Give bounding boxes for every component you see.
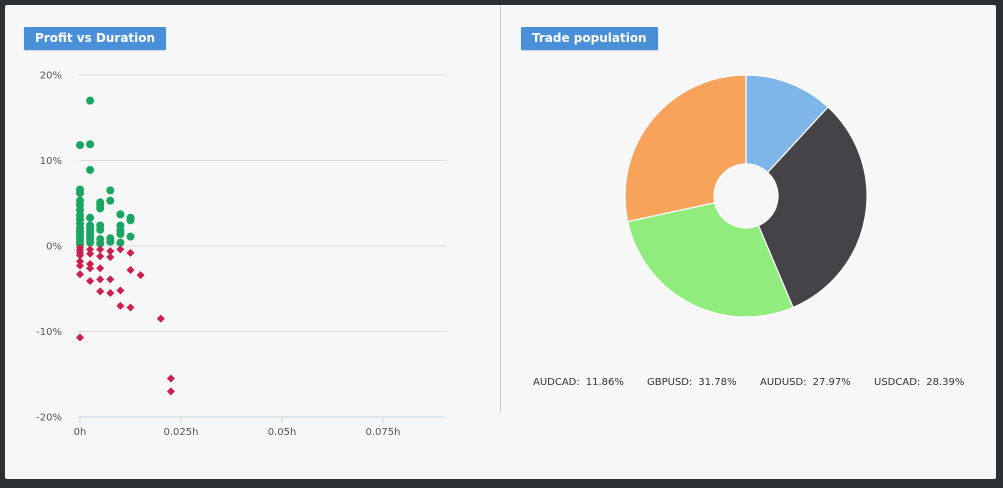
legend-item-audcad[interactable]: AUDCAD: 11.86% — [533, 377, 624, 388]
profit-point — [96, 225, 105, 234]
legend-item-gbpusd[interactable]: GBPUSD: 31.78% — [647, 377, 737, 388]
loss-point — [156, 314, 165, 323]
legend-label: AUDUSD: — [760, 377, 807, 388]
profit-point — [106, 186, 115, 195]
profit-point — [126, 232, 135, 241]
profit-point — [106, 196, 115, 205]
panel-divider — [500, 5, 501, 413]
profit-point — [86, 140, 95, 149]
pie-slice-audusd — [627, 202, 794, 318]
loss-point — [106, 275, 115, 284]
loss-point — [96, 264, 105, 273]
profit-point — [76, 188, 84, 197]
profit-duration-scatter-chart: 20% 10% 0% -10% -20% 0h 0.025h 0.05h 0.075h — [36, 71, 446, 438]
loss-point — [86, 249, 95, 258]
legend-label: GBPUSD: — [647, 377, 693, 388]
loss-point — [106, 289, 115, 298]
loss-point — [76, 251, 84, 260]
loss-point — [126, 303, 135, 312]
loss-point — [96, 245, 105, 254]
profit-point — [106, 237, 115, 246]
legend-label: USDCAD: — [874, 377, 921, 388]
pie-slice-gbpusd — [757, 106, 868, 309]
profit-point — [116, 230, 125, 239]
loss-point — [86, 245, 95, 254]
y-tick-label: 20% — [40, 71, 62, 82]
legend-item-audusd[interactable]: AUDUSD: 27.97% — [760, 377, 851, 388]
loss-point — [116, 301, 125, 310]
loss-point — [86, 259, 95, 268]
loss-point — [116, 286, 125, 295]
loss-point — [126, 248, 135, 257]
profit-point — [116, 238, 125, 247]
dashboard-frame: Profit vs Duration Trade population 20% 1… — [5, 5, 996, 479]
x-tick-label: 0h — [74, 427, 87, 438]
loss-point — [166, 374, 175, 383]
loss-point — [106, 253, 115, 262]
loss-point — [106, 247, 115, 256]
y-tick-label: 10% — [40, 156, 62, 167]
profit-point — [96, 239, 105, 248]
profit-point — [76, 141, 84, 150]
y-tick-label: -20% — [36, 413, 62, 424]
loss-point — [86, 264, 95, 273]
y-tick-label: 0% — [46, 242, 62, 253]
loss-point — [76, 270, 84, 279]
loss-point — [166, 387, 175, 396]
profit-vs-duration-title[interactable]: Profit vs Duration — [24, 27, 167, 50]
pie-slice-usdcad — [624, 74, 747, 223]
profit-point — [126, 216, 135, 225]
loss-point — [76, 257, 84, 266]
profit-point — [96, 204, 105, 213]
trade-population-pie-chart — [624, 74, 868, 318]
loss-point — [126, 265, 135, 274]
legend-value: 31.78% — [698, 377, 737, 388]
loss-point — [96, 252, 105, 261]
legend-item-usdcad[interactable]: USDCAD: 28.39% — [874, 377, 964, 388]
x-tick-label: 0.075h — [366, 427, 401, 438]
profit-point — [116, 210, 125, 219]
loss-point — [96, 287, 105, 296]
y-tick-label: -10% — [36, 327, 62, 338]
trade-population-title[interactable]: Trade population — [521, 27, 658, 50]
loss-point — [76, 333, 84, 342]
loss-point — [96, 275, 105, 284]
loss-point — [76, 261, 84, 270]
legend-value: 11.86% — [585, 377, 624, 388]
legend-value: 27.97% — [812, 377, 851, 388]
loss-point — [86, 277, 95, 286]
profit-point — [86, 96, 95, 105]
loss-point — [136, 271, 145, 280]
x-tick-label: 0.05h — [268, 427, 297, 438]
legend-label: AUDCAD: — [533, 377, 580, 388]
legend-value: 28.39% — [926, 377, 965, 388]
profit-point — [86, 165, 95, 174]
profit-point — [86, 213, 95, 222]
x-tick-label: 0.025h — [164, 427, 199, 438]
loss-point — [116, 245, 125, 254]
profit-point — [86, 238, 95, 247]
